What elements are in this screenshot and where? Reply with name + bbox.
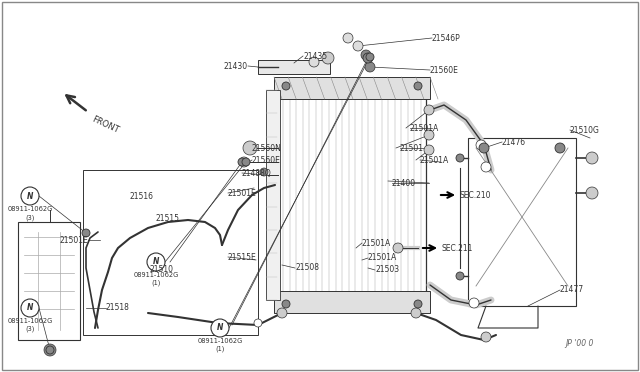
Bar	[18, 222, 80, 340]
Text: 21501E: 21501E	[228, 189, 257, 198]
Circle shape	[309, 57, 319, 67]
Text: 21501A: 21501A	[368, 253, 397, 263]
Text: N: N	[217, 324, 223, 333]
Circle shape	[238, 158, 246, 166]
Text: N: N	[27, 192, 33, 201]
Text: 21546P: 21546P	[432, 33, 461, 42]
Circle shape	[366, 53, 374, 61]
Circle shape	[424, 105, 434, 115]
Bar	[266, 90, 280, 300]
Circle shape	[44, 344, 56, 356]
Circle shape	[481, 162, 491, 172]
Circle shape	[586, 187, 598, 199]
Circle shape	[260, 168, 268, 176]
Bar	[468, 138, 576, 306]
Text: 21435: 21435	[303, 51, 327, 61]
Circle shape	[411, 308, 421, 318]
Text: 21477: 21477	[560, 285, 584, 295]
Circle shape	[424, 145, 434, 155]
Circle shape	[282, 300, 290, 308]
Text: (1): (1)	[151, 280, 161, 286]
Text: 08911-1062G: 08911-1062G	[133, 272, 179, 278]
Circle shape	[424, 130, 434, 140]
Bar	[258, 60, 330, 74]
Circle shape	[586, 152, 598, 164]
Circle shape	[414, 300, 422, 308]
Text: N: N	[27, 304, 33, 312]
Text: 21508: 21508	[295, 263, 319, 273]
Text: 08911-1062G: 08911-1062G	[197, 338, 243, 344]
Circle shape	[365, 62, 375, 72]
Text: 21503: 21503	[375, 266, 399, 275]
Text: 21516: 21516	[130, 192, 154, 201]
Circle shape	[456, 272, 464, 280]
Circle shape	[239, 157, 249, 167]
Circle shape	[555, 143, 565, 153]
Circle shape	[242, 158, 250, 166]
Text: 21501E: 21501E	[60, 235, 88, 244]
Text: (3): (3)	[26, 326, 35, 333]
Bar	[274, 77, 430, 99]
Circle shape	[82, 229, 90, 237]
Bar	[278, 95, 426, 295]
Circle shape	[456, 154, 464, 162]
Text: 21488Q: 21488Q	[242, 169, 272, 177]
Text: 21515E: 21515E	[228, 253, 257, 262]
Text: 21560N: 21560N	[252, 144, 282, 153]
Circle shape	[414, 82, 422, 90]
Circle shape	[343, 33, 353, 43]
Bar	[274, 291, 430, 313]
Text: FRONT: FRONT	[90, 115, 120, 135]
Text: 21430: 21430	[224, 61, 248, 71]
Circle shape	[393, 243, 403, 253]
Bar	[83, 170, 258, 335]
Circle shape	[282, 82, 290, 90]
Text: JP '00 0: JP '00 0	[566, 339, 594, 348]
Text: 08911-1062G: 08911-1062G	[8, 318, 52, 324]
Text: 08911-1062G: 08911-1062G	[8, 206, 52, 212]
Circle shape	[322, 52, 334, 64]
Circle shape	[361, 50, 371, 60]
Circle shape	[481, 332, 491, 342]
Text: SEC.210: SEC.210	[460, 190, 492, 199]
Text: 21501: 21501	[400, 144, 424, 153]
Circle shape	[277, 308, 287, 318]
Text: 21560E: 21560E	[430, 65, 459, 74]
Text: (1): (1)	[215, 346, 225, 353]
Text: 21515: 21515	[156, 214, 180, 222]
Text: 21501A: 21501A	[420, 155, 449, 164]
Circle shape	[147, 253, 165, 271]
Circle shape	[363, 53, 373, 63]
Circle shape	[254, 319, 262, 327]
Text: 21501A: 21501A	[362, 238, 391, 247]
Text: 21501A: 21501A	[410, 124, 439, 132]
Text: 21518: 21518	[106, 304, 130, 312]
Circle shape	[476, 140, 486, 150]
Circle shape	[21, 299, 39, 317]
Text: 21510G: 21510G	[570, 125, 600, 135]
Text: 21476: 21476	[502, 138, 526, 147]
Circle shape	[21, 187, 39, 205]
Circle shape	[353, 41, 363, 51]
Text: 21510: 21510	[150, 266, 174, 275]
Circle shape	[243, 141, 257, 155]
Text: SEC.211: SEC.211	[442, 244, 474, 253]
Text: 21560E: 21560E	[252, 155, 281, 164]
Circle shape	[469, 298, 479, 308]
Circle shape	[479, 143, 489, 153]
Circle shape	[211, 319, 229, 337]
Text: 21400: 21400	[392, 179, 416, 187]
Text: (3): (3)	[26, 214, 35, 221]
Circle shape	[46, 346, 54, 354]
Text: N: N	[153, 257, 159, 266]
